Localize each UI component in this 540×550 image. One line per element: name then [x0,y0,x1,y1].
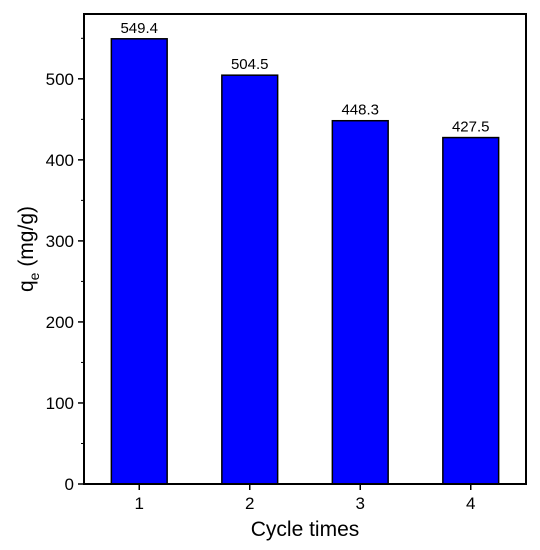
x-tick-label: 2 [245,494,254,513]
plot-frame [83,13,527,485]
y-axis-title-subscript: e [26,272,42,280]
data-labels: 549.4 504.5 448.3 427.5 [120,20,489,136]
y-tick-label: 200 [46,313,74,332]
y-tick-label: 300 [46,232,74,251]
bar [110,38,168,485]
y-tick-label: 0 [65,475,74,494]
y-axis-title-main: q [15,280,38,292]
svg-text:qe (mg/g): qe (mg/g) [15,206,42,292]
bars [110,38,500,485]
y-tick-label: 500 [46,70,74,89]
data-label: 427.5 [452,119,490,136]
x-tick-label: 1 [135,494,144,513]
y-axis-title: qe (mg/g) [15,206,42,292]
x-tick-label: 4 [466,494,475,513]
x-axis-title: Cycle times [251,518,360,541]
y-tick-label: 400 [46,151,74,170]
data-label: 549.4 [120,20,158,37]
bar [331,119,389,485]
bar [442,136,500,485]
data-label: 504.5 [231,56,269,73]
bar [221,74,279,485]
data-label: 448.3 [341,102,379,119]
x-axis-ticks: 1 2 3 4 [135,484,475,513]
y-tick-label: 100 [46,394,74,413]
y-axis-ticks: 0 100 200 300 400 500 [46,37,84,494]
x-tick-label: 3 [356,494,365,513]
y-axis-title-unit: (mg/g) [15,206,38,273]
